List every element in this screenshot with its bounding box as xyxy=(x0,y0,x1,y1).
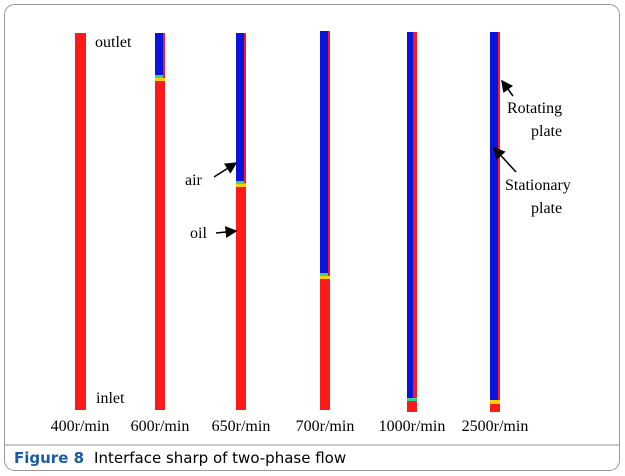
column-label: 400r/min xyxy=(51,418,110,435)
column-label: 1000r/min xyxy=(379,418,446,435)
caption: Figure 8 Interface sharp of two-phase fl… xyxy=(14,449,346,467)
caption-label: Figure 8 xyxy=(14,449,84,467)
column-label: 600r/min xyxy=(131,418,190,435)
column-600 xyxy=(155,33,165,410)
column-label: 700r/min xyxy=(296,418,355,435)
column-labels: 400r/min 600r/min 650r/min 700r/min 1000r/mi… xyxy=(51,418,529,435)
column-700 xyxy=(320,31,330,410)
column-400 xyxy=(75,33,86,410)
arrow xyxy=(492,146,517,173)
column-label: 2500r/min xyxy=(462,418,529,435)
arrow xyxy=(213,162,238,178)
figure-frame xyxy=(4,4,620,471)
caption-text: Interface sharp of two-phase flow xyxy=(94,449,346,467)
arrow xyxy=(501,79,514,97)
arrow xyxy=(215,226,238,239)
annotation: Rotating xyxy=(507,100,562,117)
annotation: Stationary xyxy=(505,177,571,194)
column-2500 xyxy=(490,32,500,412)
annotation: outlet xyxy=(95,34,132,51)
column-650 xyxy=(236,33,246,410)
annotation: inlet xyxy=(96,390,125,407)
annotation: plate xyxy=(531,200,562,217)
annotation: air xyxy=(185,172,203,189)
annotation: oil xyxy=(190,225,207,242)
column-label: 650r/min xyxy=(212,418,271,435)
annotation: plate xyxy=(531,123,562,140)
column-1000 xyxy=(407,32,417,412)
